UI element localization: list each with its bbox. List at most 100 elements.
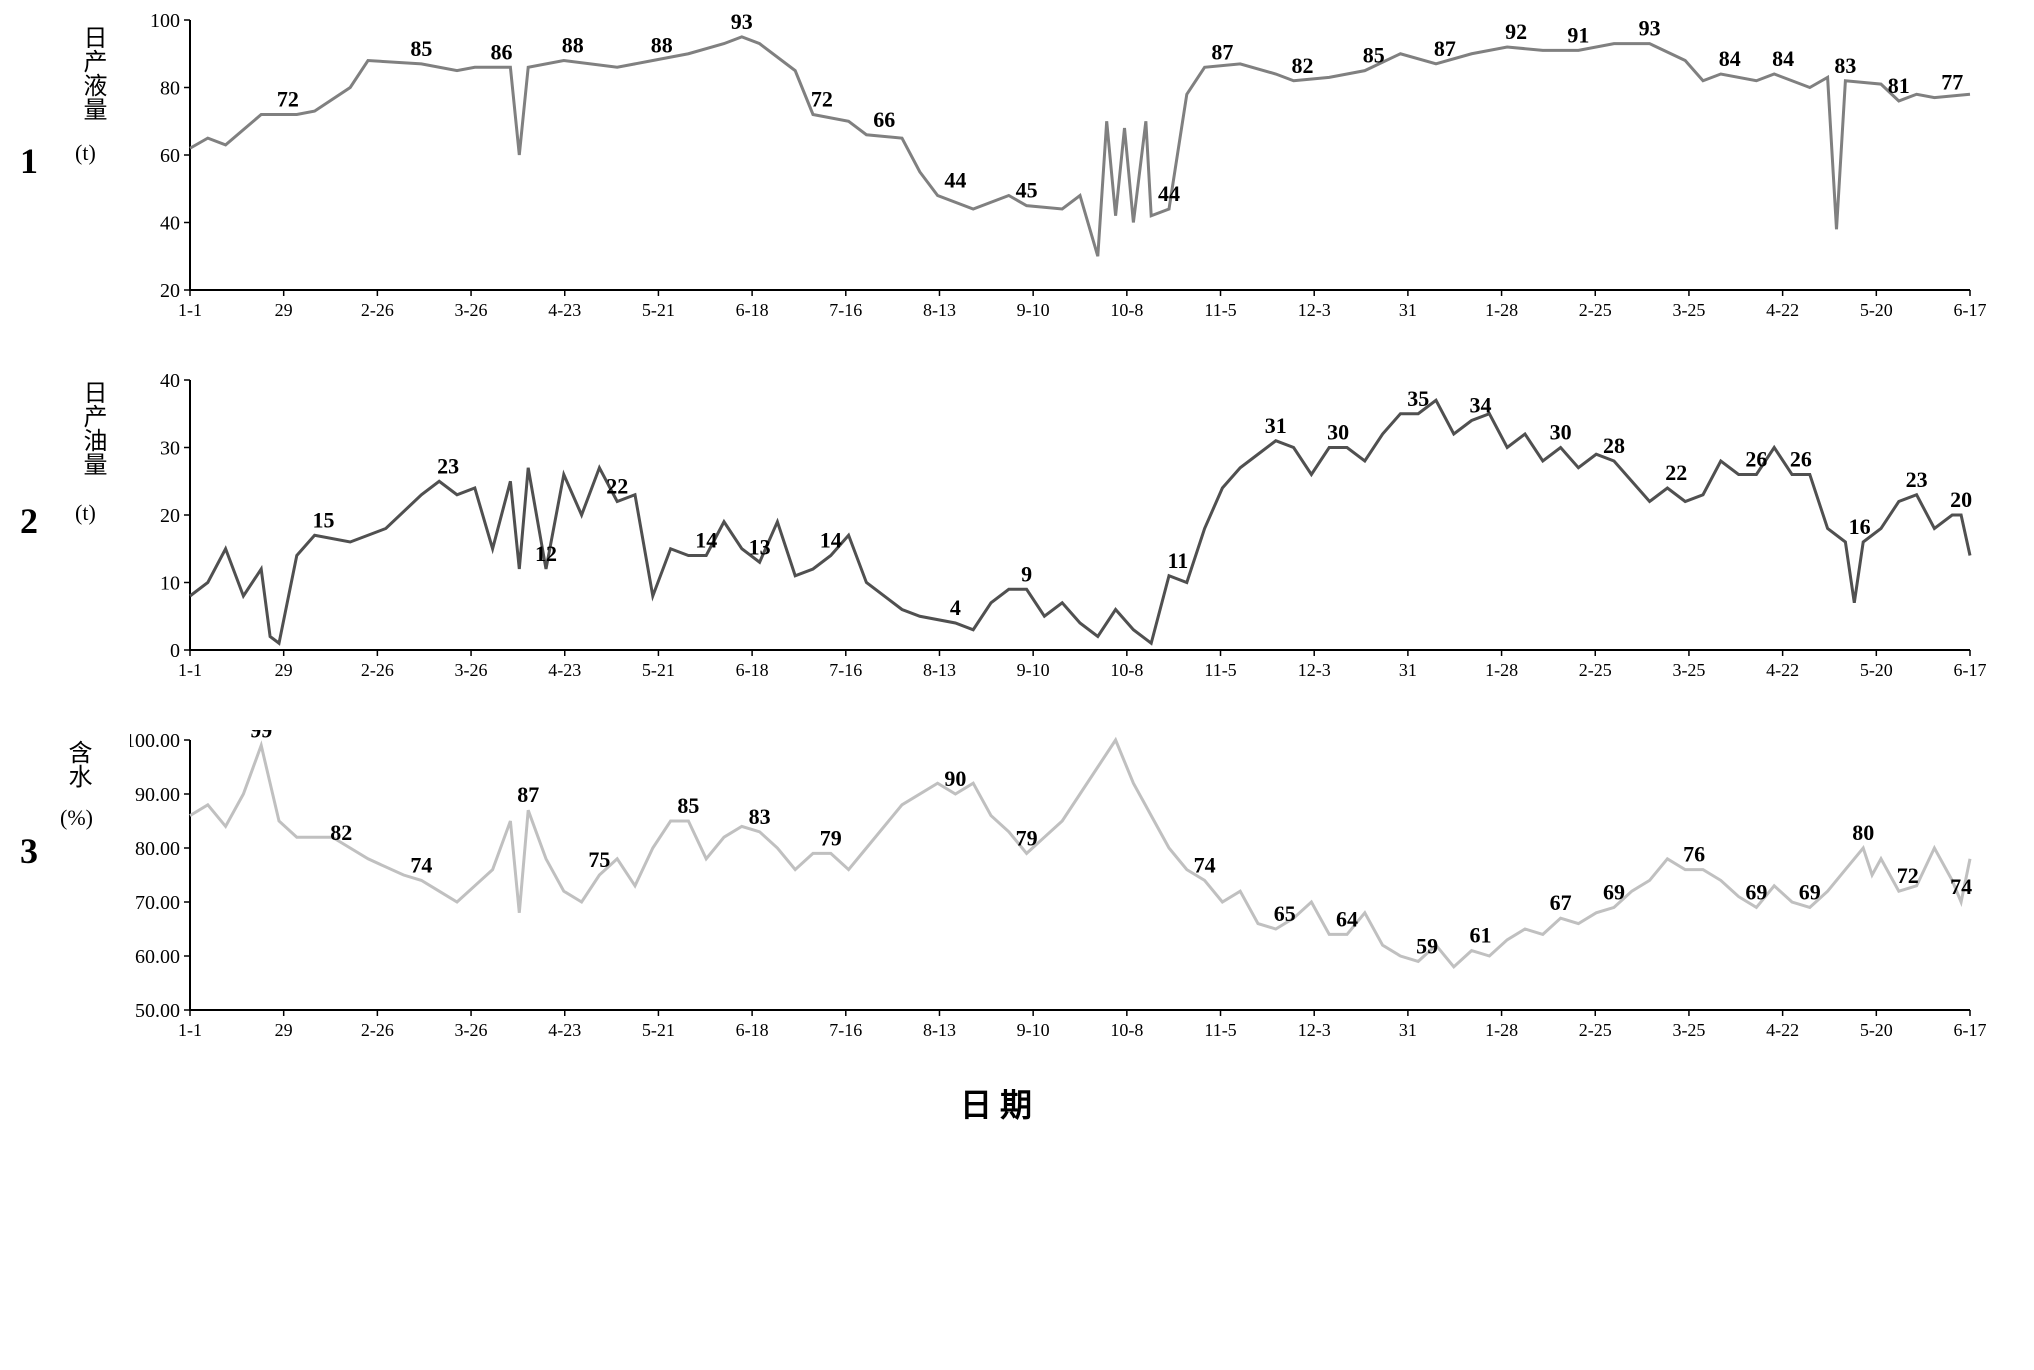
svg-text:29: 29: [275, 660, 293, 680]
svg-text:28: 28: [1603, 433, 1625, 458]
svg-text:74: 74: [1950, 874, 1972, 899]
svg-text:99: 99: [250, 730, 272, 742]
svg-text:76: 76: [1683, 842, 1705, 867]
svg-text:29: 29: [275, 1020, 293, 1040]
svg-text:31: 31: [1399, 660, 1417, 680]
svg-text:85: 85: [410, 36, 432, 61]
svg-text:23: 23: [437, 453, 459, 478]
y-axis-label-3: 含水: [60, 740, 95, 788]
svg-text:31: 31: [1399, 1020, 1417, 1040]
svg-text:1-28: 1-28: [1485, 1020, 1518, 1040]
svg-text:22: 22: [1665, 460, 1687, 485]
svg-text:4-23: 4-23: [548, 660, 581, 680]
svg-text:34: 34: [1470, 393, 1492, 418]
svg-text:30: 30: [1550, 420, 1572, 445]
svg-text:5-20: 5-20: [1860, 300, 1893, 320]
svg-text:26: 26: [1790, 447, 1812, 472]
svg-text:81: 81: [1888, 73, 1910, 98]
svg-text:11-5: 11-5: [1204, 660, 1236, 680]
svg-text:77: 77: [1941, 70, 1963, 95]
svg-text:93: 93: [1639, 16, 1661, 41]
svg-text:2-26: 2-26: [361, 300, 394, 320]
panel-number-3: 3: [20, 830, 38, 872]
svg-text:31: 31: [1265, 413, 1287, 438]
svg-text:5-21: 5-21: [642, 660, 675, 680]
svg-text:7-16: 7-16: [829, 660, 862, 680]
svg-text:8-13: 8-13: [923, 300, 956, 320]
svg-text:84: 84: [1772, 46, 1794, 71]
y-axis-label-1: 日产液量: [75, 25, 110, 121]
svg-text:90: 90: [944, 766, 966, 791]
svg-text:82: 82: [1292, 53, 1314, 78]
svg-text:3-25: 3-25: [1672, 660, 1705, 680]
svg-text:44: 44: [944, 168, 966, 193]
svg-text:9: 9: [1021, 561, 1032, 586]
svg-text:79: 79: [1016, 825, 1038, 850]
svg-text:40: 40: [160, 213, 180, 235]
svg-text:2-25: 2-25: [1579, 1020, 1612, 1040]
svg-text:29: 29: [275, 300, 293, 320]
svg-text:1-28: 1-28: [1485, 660, 1518, 680]
svg-text:93: 93: [731, 10, 753, 34]
svg-text:80: 80: [160, 78, 180, 100]
svg-text:59: 59: [1416, 933, 1438, 958]
svg-text:35: 35: [1407, 386, 1429, 411]
svg-text:5-20: 5-20: [1860, 660, 1893, 680]
svg-text:4: 4: [950, 595, 961, 620]
svg-text:100: 100: [150, 10, 180, 32]
svg-text:86: 86: [491, 39, 513, 64]
svg-text:7-16: 7-16: [829, 1020, 862, 1040]
svg-text:70.00: 70.00: [135, 892, 180, 914]
svg-text:6-18: 6-18: [736, 300, 769, 320]
chart-panel-3: 50.0060.0070.0080.0090.00100.001-1292-26…: [130, 730, 1990, 1050]
svg-text:50.00: 50.00: [135, 1000, 180, 1022]
svg-text:11-5: 11-5: [1204, 1020, 1236, 1040]
panel-number-2: 2: [20, 500, 38, 542]
svg-text:72: 72: [277, 87, 299, 112]
svg-text:11-5: 11-5: [1204, 300, 1236, 320]
svg-text:2-25: 2-25: [1579, 660, 1612, 680]
svg-text:6-17: 6-17: [1954, 660, 1987, 680]
svg-text:10-8: 10-8: [1110, 660, 1143, 680]
y-axis-unit-3: (%): [60, 805, 93, 831]
svg-text:7-16: 7-16: [829, 300, 862, 320]
chart-panel-2: 0102030401-1292-263-264-235-216-187-168-…: [130, 370, 1990, 690]
svg-text:31: 31: [1399, 300, 1417, 320]
svg-text:12: 12: [535, 541, 557, 566]
svg-text:60.00: 60.00: [135, 946, 180, 968]
svg-text:12-3: 12-3: [1298, 1020, 1331, 1040]
svg-text:87: 87: [1211, 39, 1233, 64]
svg-text:80: 80: [1852, 820, 1874, 845]
svg-text:20: 20: [1950, 487, 1972, 512]
svg-text:22: 22: [606, 474, 628, 499]
svg-text:3-26: 3-26: [455, 1020, 488, 1040]
y-axis-unit-2: (t): [75, 500, 96, 526]
svg-text:10-8: 10-8: [1110, 300, 1143, 320]
svg-text:79: 79: [820, 825, 842, 850]
svg-text:16: 16: [1849, 514, 1871, 539]
svg-text:83: 83: [1834, 53, 1856, 78]
svg-text:4-22: 4-22: [1766, 660, 1799, 680]
svg-text:5-21: 5-21: [642, 300, 675, 320]
svg-text:74: 74: [410, 852, 432, 877]
chart-svg-2: 0102030401-1292-263-264-235-216-187-168-…: [130, 370, 1990, 690]
svg-text:40: 40: [160, 370, 180, 392]
svg-text:64: 64: [1336, 906, 1358, 931]
svg-text:45: 45: [1016, 178, 1038, 203]
svg-text:14: 14: [820, 528, 842, 553]
svg-text:4-22: 4-22: [1766, 1020, 1799, 1040]
svg-text:5-21: 5-21: [642, 1020, 675, 1040]
svg-text:8-13: 8-13: [923, 1020, 956, 1040]
svg-text:5-20: 5-20: [1860, 1020, 1893, 1040]
svg-text:1-1: 1-1: [178, 300, 202, 320]
svg-text:12-3: 12-3: [1298, 300, 1331, 320]
chart-svg-3: 50.0060.0070.0080.0090.00100.001-1292-26…: [130, 730, 1990, 1050]
svg-text:1-1: 1-1: [178, 660, 202, 680]
svg-text:61: 61: [1470, 923, 1492, 948]
x-axis-title: 日 期: [960, 1080, 1032, 1126]
svg-text:87: 87: [517, 782, 539, 807]
svg-text:13: 13: [749, 534, 771, 559]
svg-text:6-17: 6-17: [1954, 1020, 1987, 1040]
chart-panel-1: 204060801001-1292-263-264-235-216-187-16…: [130, 10, 1990, 330]
svg-text:72: 72: [811, 87, 833, 112]
